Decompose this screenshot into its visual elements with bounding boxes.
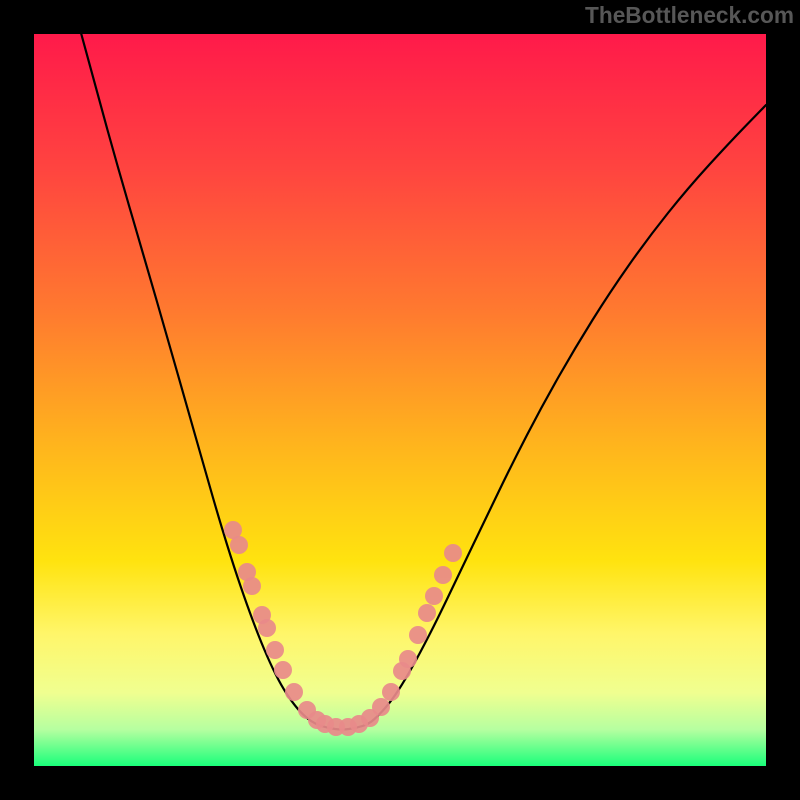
watermark-text: TheBottleneck.com: [585, 2, 794, 29]
chart-gradient-background: [34, 34, 766, 766]
chart-frame: TheBottleneck.com: [0, 0, 800, 800]
